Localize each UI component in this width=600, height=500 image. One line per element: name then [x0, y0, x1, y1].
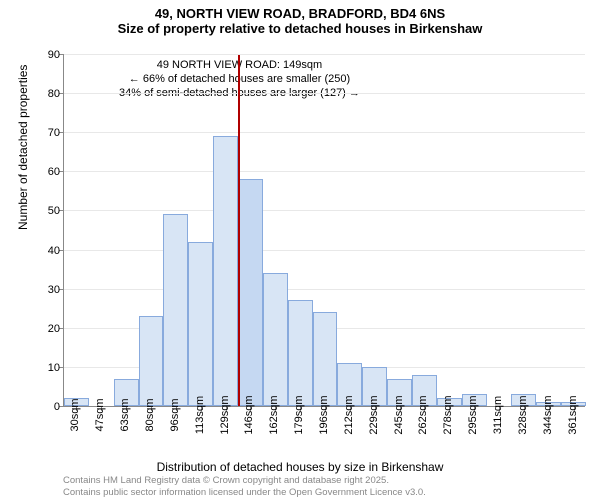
xtick-label: 63sqm: [119, 398, 131, 431]
ytick-label: 60: [36, 166, 60, 178]
page-title-line1: 49, NORTH VIEW ROAD, BRADFORD, BD4 6NS: [0, 6, 600, 21]
gridline: [64, 54, 585, 55]
xtick-label: 47sqm: [94, 398, 106, 431]
xtick-label: 295sqm: [467, 395, 479, 434]
xtick-label: 80sqm: [144, 398, 156, 431]
ytick-label: 90: [36, 49, 60, 61]
xtick-label: 146sqm: [243, 395, 255, 434]
y-axis-label: Number of detached properties: [16, 65, 30, 230]
gridline: [64, 93, 585, 94]
histogram-bar: [163, 214, 188, 406]
xtick-label: 229sqm: [368, 395, 380, 434]
ytick-label: 40: [36, 245, 60, 257]
footer-credits: Contains HM Land Registry data © Crown c…: [63, 475, 426, 498]
histogram-bar: [288, 300, 313, 406]
histogram-bar: [238, 179, 263, 406]
histogram-bar: [139, 316, 164, 406]
ytick-label: 10: [36, 362, 60, 374]
footer-line1: Contains HM Land Registry data © Crown c…: [63, 475, 426, 486]
xtick-label: 162sqm: [268, 395, 280, 434]
xtick-label: 311sqm: [492, 396, 504, 434]
gridline: [64, 289, 585, 290]
xtick-label: 113sqm: [194, 396, 206, 434]
ytick-label: 50: [36, 205, 60, 217]
ytick-label: 0: [36, 401, 60, 413]
gridline: [64, 250, 585, 251]
histogram-bar: [313, 312, 338, 406]
xtick-label: 361sqm: [567, 395, 579, 434]
xtick-label: 328sqm: [517, 395, 529, 434]
gridline: [64, 171, 585, 172]
property-marker-line: [238, 55, 240, 406]
xtick-label: 344sqm: [542, 395, 554, 434]
gridline: [64, 210, 585, 211]
ytick-label: 70: [36, 127, 60, 139]
xtick-label: 96sqm: [169, 398, 181, 431]
xtick-label: 30sqm: [69, 398, 81, 431]
ytick-label: 30: [36, 284, 60, 296]
footer-line2: Contains public sector information licen…: [63, 487, 426, 498]
xtick-label: 278sqm: [442, 395, 454, 434]
xtick-label: 196sqm: [318, 395, 330, 434]
x-axis-label: Distribution of detached houses by size …: [0, 460, 600, 474]
xtick-label: 212sqm: [343, 395, 355, 434]
ytick-label: 20: [36, 323, 60, 335]
xtick-label: 262sqm: [417, 395, 429, 434]
xtick-label: 245sqm: [393, 395, 405, 434]
histogram-bar: [188, 242, 213, 406]
page-title-line2: Size of property relative to detached ho…: [0, 21, 600, 36]
gridline: [64, 132, 585, 133]
histogram-bar: [213, 136, 238, 406]
chart-plot-area: 49 NORTH VIEW ROAD: 149sqm ← 66% of deta…: [63, 55, 585, 407]
xtick-label: 129sqm: [219, 395, 231, 434]
ytick-label: 80: [36, 88, 60, 100]
xtick-label: 179sqm: [293, 395, 305, 434]
histogram-bar: [263, 273, 288, 406]
